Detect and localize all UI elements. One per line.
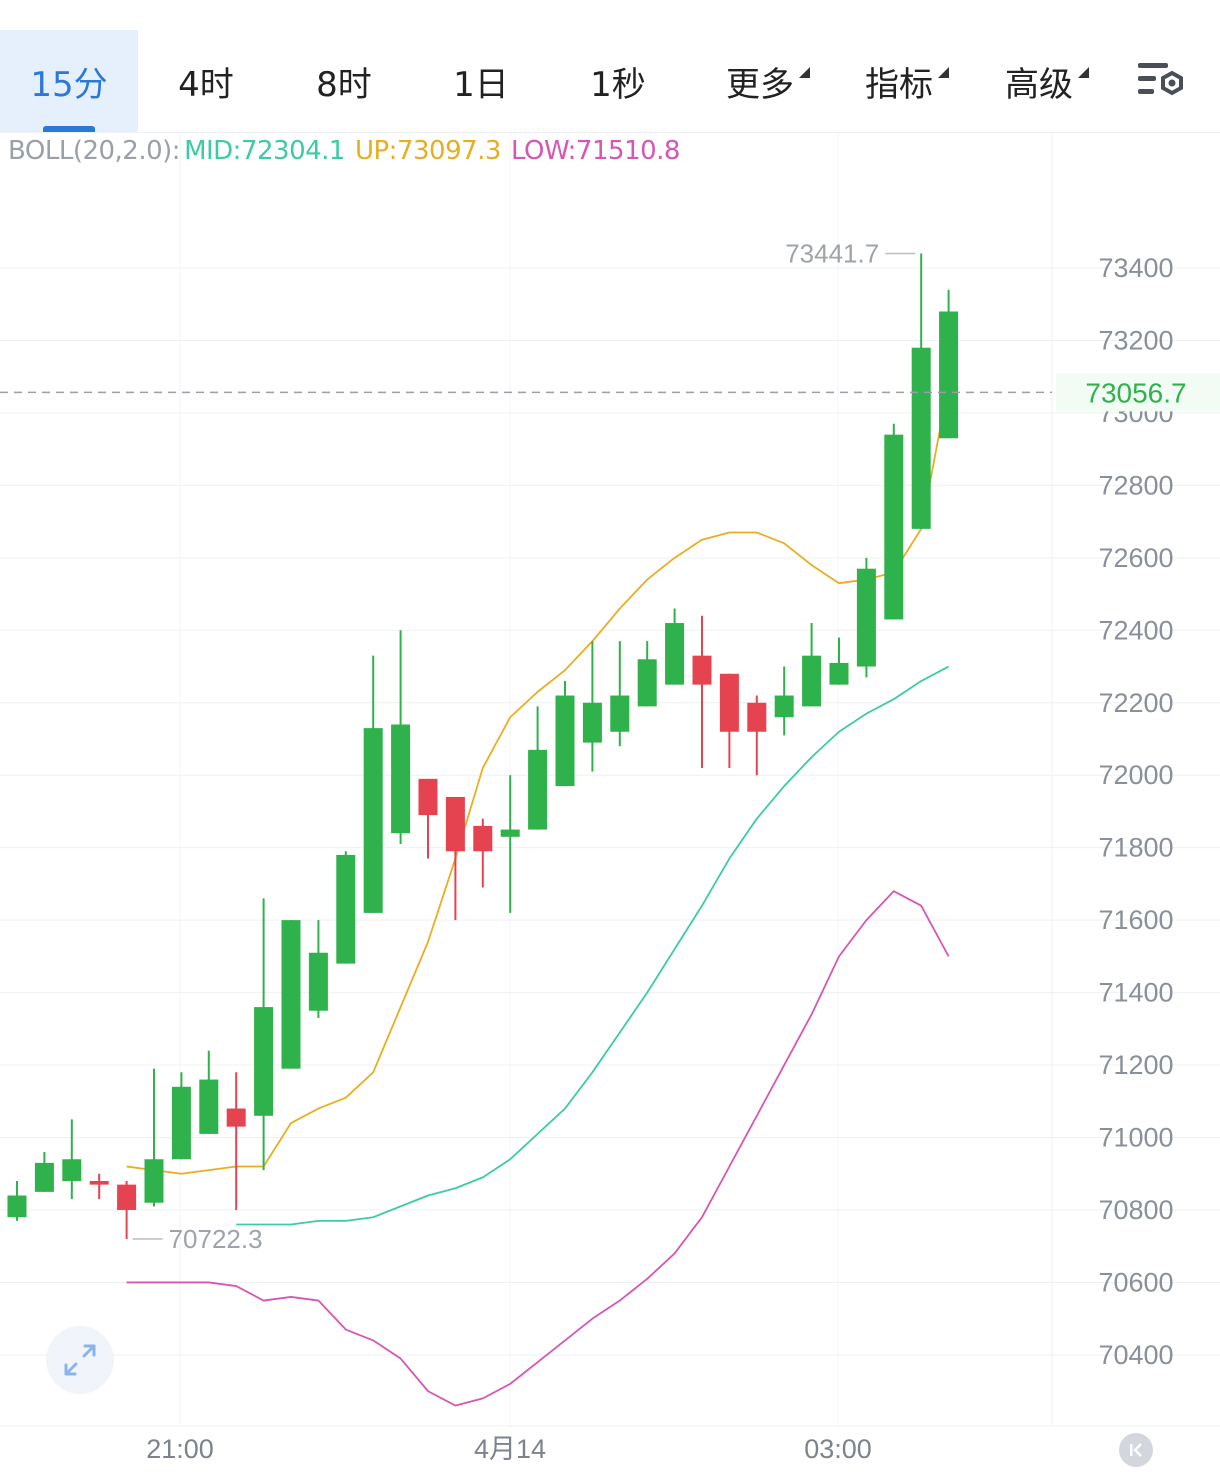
y-tick-label: 72600 [1098,543,1173,573]
timeframe-tabbar: 15分 4时 8时 1日 1秒 更多 指标 高级 [0,0,1220,133]
y-tick-label: 73200 [1098,325,1173,355]
candle-body [226,1108,246,1127]
y-tick-label: 70800 [1098,1195,1173,1225]
current-price-label: 73056.7 [1085,377,1186,408]
candle-body [692,655,712,685]
candle-body [856,568,876,667]
candle-body [747,702,767,732]
candle-body [336,854,356,964]
candle-body [254,1007,274,1116]
tab-label: 15分 [30,64,108,105]
tab-label: 1日 [453,64,509,105]
menu-label: 高级 [1005,57,1089,106]
dropdown-triangle-icon [938,66,949,78]
candle-body [62,1159,82,1181]
y-tick-label: 71000 [1098,1123,1173,1153]
scroll-to-latest-icon[interactable] [1119,1433,1153,1467]
boll-low: LOW:71510.8 [510,136,680,166]
boll-legend: BOLL(20,2.0): MID:72304.1 UP:73097.3 LOW:71… [8,136,690,166]
y-tick-label: 72000 [1098,760,1173,790]
y-tick-label: 72400 [1098,615,1173,645]
advanced-label: 高级 [1005,64,1073,105]
y-tick-label: 70600 [1098,1267,1173,1297]
boll-mid: MID:72304.1 [184,136,345,166]
x-tick-label: 03:00 [804,1434,872,1464]
y-tick-label: 71200 [1098,1050,1173,1080]
indicators-label: 指标 [865,64,933,105]
tab-4h[interactable]: 4时 [138,30,274,132]
tab-1d[interactable]: 1日 [414,30,548,132]
candle-body [829,662,849,685]
y-tick-label: 71400 [1098,978,1173,1008]
candle-body [281,920,301,1069]
candle-body [582,702,602,743]
candle-body [637,659,657,707]
tab-label: 1秒 [590,64,646,105]
current-price-tag [1056,373,1220,412]
menu-label: 指标 [865,57,949,106]
candle-body [555,695,575,787]
candle-body [939,311,959,439]
y-tick-label: 70400 [1098,1340,1173,1370]
x-tick-label: 4月14 [474,1434,546,1464]
x-tick-label: 21:00 [146,1434,214,1464]
dropdown-triangle-icon [799,66,810,78]
boll-mid-line [236,665,950,1226]
tab-1s[interactable]: 1秒 [548,30,688,132]
tab-8h[interactable]: 8时 [274,30,414,132]
y-tick-label: 71600 [1098,905,1173,935]
boll-name: BOLL(20,2.0): [8,136,181,166]
advanced-menu[interactable]: 高级 [974,30,1104,132]
y-tick-label: 72200 [1098,688,1173,718]
boll-low-line [126,890,950,1407]
candle-body [391,724,411,834]
active-tab-indicator [43,126,95,132]
candle-body [528,749,548,830]
candle-body [665,623,685,685]
candle-body [445,796,465,852]
candle-body [802,655,822,707]
y-tick-label: 72800 [1098,470,1173,500]
y-tick-label: 71800 [1098,833,1173,863]
candlestick-chart[interactable]: 7340073200730007280072600724007220072000… [0,132,1220,1474]
tab-label: 8时 [316,64,372,105]
tab-label: 4时 [178,64,234,105]
candle-body [117,1184,137,1210]
expand-arrows-icon[interactable] [46,1326,114,1394]
candle-body [308,952,328,1011]
candle-body [473,825,493,852]
candle-body [719,673,739,732]
tab-15m[interactable]: 15分 [0,30,138,132]
boll-up: UP:73097.3 [354,136,502,166]
indicators-menu[interactable]: 指标 [834,30,964,132]
candle-body [7,1195,27,1218]
candle-body [418,778,438,816]
candle-body [144,1159,164,1203]
more-menu[interactable]: 更多 [696,30,824,132]
candle-body [199,1079,219,1134]
candle-body [363,728,383,913]
dropdown-triangle-icon [1078,66,1089,78]
candle-body [911,347,931,529]
candle-body [610,695,630,732]
candle-body [884,434,904,620]
more-label: 更多 [726,64,794,105]
candle-body [89,1180,109,1185]
max-price-label: 73441.7 [785,239,879,269]
candle-body [171,1086,191,1160]
candle-body [34,1162,54,1192]
chart-settings-icon[interactable] [1134,58,1190,108]
candle-body [500,829,520,837]
candle-body [774,695,794,718]
menu-label: 更多 [726,57,810,106]
y-tick-label: 73400 [1098,253,1173,283]
min-price-label: 70722.3 [169,1224,263,1254]
